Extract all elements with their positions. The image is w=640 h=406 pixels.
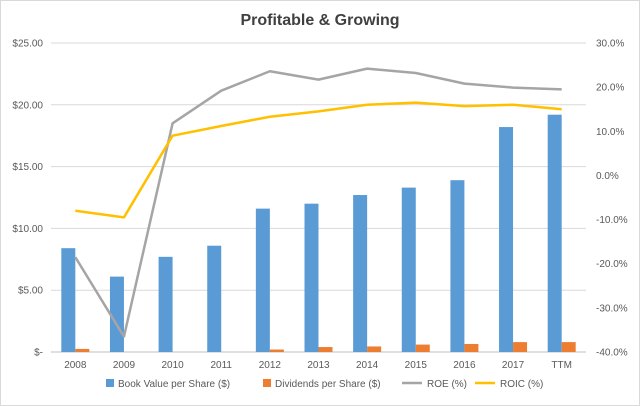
book-value-bar [499, 127, 514, 352]
x-tick-label: 2011 [210, 360, 232, 371]
right-tick-label: 0.0% [596, 171, 619, 182]
right-tick-label: 20.0% [596, 83, 624, 94]
book-value-bar [450, 180, 465, 352]
legend-roic-label: ROIC (%) [500, 379, 543, 390]
dividends-bar [415, 344, 430, 352]
x-tick-label: 2010 [161, 360, 184, 371]
chart-title: Profitable & Growing [240, 12, 399, 29]
left-axis-ticks: $- $5.00 $10.00 $15.00 $20.00 $25.00 [12, 39, 43, 359]
legend-roe-label: ROE (%) [427, 379, 467, 390]
left-tick-label: $25.00 [12, 39, 43, 50]
roic-line [75, 101, 562, 219]
book-value-bar [401, 187, 416, 352]
left-tick-label: $10.00 [12, 224, 43, 235]
dividends-bar [513, 342, 528, 352]
x-tick-label: TTM [551, 360, 572, 371]
dividends-bar [318, 347, 333, 352]
dividends-bar [75, 348, 90, 352]
roe-line [74, 67, 562, 338]
x-tick-label: 2008 [64, 360, 87, 371]
book-value-bar [304, 203, 319, 352]
right-tick-label: -10.0% [596, 215, 628, 226]
x-tick-label: 2017 [502, 360, 525, 371]
right-tick-label: -30.0% [596, 303, 628, 314]
x-tick-label: 2009 [113, 360, 136, 371]
x-tick-label: 2016 [453, 360, 476, 371]
x-tick-label: 2013 [307, 360, 330, 371]
book-value-bar [61, 248, 76, 352]
left-tick-label: $5.00 [18, 286, 43, 297]
left-tick-label: $- [34, 348, 43, 359]
dividends-bar [464, 343, 479, 352]
line-series [74, 67, 562, 338]
legend: Book Value per Share ($) Dividends per Sh… [106, 379, 543, 390]
right-tick-label: 10.0% [596, 127, 624, 138]
book-value-bar [158, 256, 173, 352]
legend-book-value-swatch [106, 379, 114, 387]
book-value-bar [255, 208, 270, 352]
dividends-bar [561, 342, 576, 352]
book-value-bar [207, 245, 222, 352]
right-tick-label: -20.0% [596, 259, 628, 270]
book-value-bar [109, 276, 124, 352]
right-axis-ticks: -40.0% -30.0% -20.0% -10.0% 0.0% 10.0% 20.0% 30… [596, 39, 628, 359]
x-tick-label: 2012 [259, 360, 282, 371]
legend-book-value-label: Book Value per Share ($) [118, 379, 230, 390]
x-axis-ticks: 2008 2009 2010 2011 2012 2013 2014 2015 2016 2017… [64, 360, 572, 371]
left-tick-label: $20.00 [12, 100, 43, 111]
right-tick-label: 30.0% [596, 39, 624, 50]
dividends-bar [367, 346, 382, 352]
legend-dividends-swatch [263, 379, 271, 387]
bar-series [61, 114, 576, 352]
legend-dividends-label: Dividends per Share ($) [275, 379, 381, 390]
book-value-bar [547, 114, 562, 352]
x-tick-label: 2015 [405, 360, 428, 371]
dividends-bar [269, 349, 284, 352]
left-tick-label: $15.00 [12, 162, 43, 173]
book-value-bar [353, 195, 368, 352]
right-tick-label: -40.0% [596, 348, 628, 359]
x-tick-label: 2014 [356, 360, 379, 371]
